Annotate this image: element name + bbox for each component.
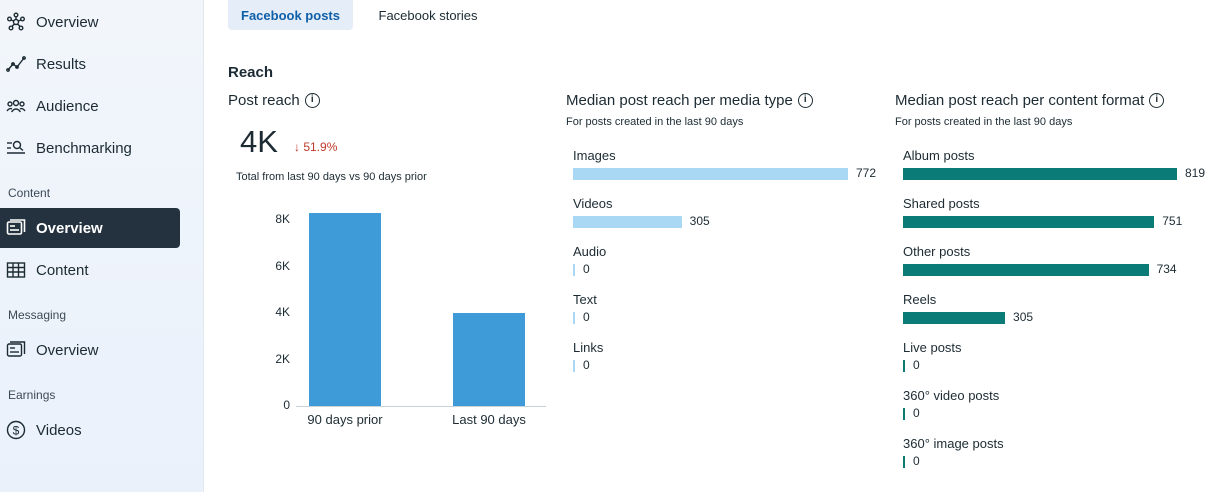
chart-bar[interactable] xyxy=(573,264,575,276)
content-format-subtitle: For posts created in the last 90 days xyxy=(895,116,1073,128)
info-icon[interactable]: i xyxy=(1149,93,1165,108)
bar-value-label: 0 xyxy=(913,454,920,468)
message-icon xyxy=(5,339,27,361)
sidebar-item-label: Results xyxy=(36,55,87,73)
info-icon[interactable]: i xyxy=(304,93,320,108)
post-reach-note: Total from last 90 days vs 90 days prior xyxy=(236,171,427,183)
post-reach-title: Post reach i xyxy=(228,92,320,109)
bar-category-label: Album posts xyxy=(903,148,975,163)
media-type-title: Median post reach per media type i xyxy=(566,92,813,109)
search-list-icon xyxy=(5,137,27,159)
sidebar-item-overview[interactable]: Overview xyxy=(0,2,180,42)
section-label-earnings: Earnings xyxy=(8,388,56,402)
chart-bar[interactable] xyxy=(309,213,381,406)
y-tick-label: 2K xyxy=(275,351,290,366)
bar-value-label: 772 xyxy=(856,166,877,180)
chart-bar[interactable] xyxy=(453,313,525,406)
section-title-reach: Reach xyxy=(228,64,274,81)
sidebar-item-messaging-overview[interactable]: Overview xyxy=(0,330,180,370)
bar-value-label: 305 xyxy=(689,214,710,228)
content-format-title: Median post reach per content format i xyxy=(895,92,1165,109)
sidebar: Overview Results Audience Benchmarking C… xyxy=(0,0,204,492)
sidebar-item-results[interactable]: Results xyxy=(0,44,180,84)
bar-value-label: 0 xyxy=(913,358,920,372)
bar-value-label: 305 xyxy=(1013,310,1034,324)
media-type-subtitle: For posts created in the last 90 days xyxy=(566,116,744,128)
info-icon[interactable]: i xyxy=(797,93,813,108)
bar-value-label: 0 xyxy=(583,262,590,276)
table-icon xyxy=(5,259,27,281)
bar-value-label: 751 xyxy=(1162,214,1183,228)
sidebar-item-label: Benchmarking xyxy=(36,139,132,157)
chart-bar[interactable] xyxy=(903,264,1149,276)
bar-category-label: Reels xyxy=(903,292,937,307)
bar-category-label: 360° video posts xyxy=(903,388,1000,403)
bar-category-label: Shared posts xyxy=(903,196,980,211)
bar-category-label: Other posts xyxy=(903,244,971,259)
chart-bar[interactable] xyxy=(573,360,575,372)
people-icon xyxy=(5,95,27,117)
svg-text:$: $ xyxy=(13,424,20,438)
media-type-title-text: Median post reach per media type xyxy=(566,92,793,109)
x-axis-line xyxy=(296,406,546,407)
chart-bar[interactable] xyxy=(573,216,682,228)
section-label-content: Content xyxy=(8,186,51,200)
post-reach-title-text: Post reach xyxy=(228,92,300,109)
tab-facebook-stories[interactable]: Facebook stories xyxy=(378,7,478,23)
y-tick-label: 4K xyxy=(275,305,290,319)
sidebar-item-label: Overview xyxy=(36,13,99,31)
chart-bar[interactable] xyxy=(573,312,575,324)
chart-bar[interactable] xyxy=(573,168,848,180)
bar-category-label: Live posts xyxy=(903,340,962,355)
y-tick-label: 8K xyxy=(275,212,290,226)
sidebar-item-content[interactable]: Content xyxy=(0,250,180,290)
chart-bar[interactable] xyxy=(903,360,905,372)
trend-icon xyxy=(5,53,27,75)
chart-bar[interactable] xyxy=(903,216,1155,228)
y-tick-label: 6K xyxy=(275,258,290,273)
bar-category-label: Images xyxy=(573,148,616,163)
x-tick-label: 90 days prior xyxy=(307,412,383,427)
bar-category-label: Audio xyxy=(573,244,607,259)
sidebar-item-label: Content xyxy=(36,261,89,279)
sidebar-item-label: Videos xyxy=(36,421,82,439)
sidebar-item-videos[interactable]: $ Videos xyxy=(0,410,180,450)
tab-facebook-posts[interactable]: Facebook posts xyxy=(228,0,353,30)
sidebar-item-content-overview[interactable]: Overview xyxy=(0,208,180,248)
bar-value-label: 0 xyxy=(583,310,590,324)
post-reach-delta: ↓ 51.9% xyxy=(294,140,338,154)
dollar-icon: $ xyxy=(5,419,27,441)
sidebar-item-audience[interactable]: Audience xyxy=(0,86,180,126)
content-format-title-text: Median post reach per content format xyxy=(895,92,1145,109)
post-icon xyxy=(5,217,27,239)
chart-bar[interactable] xyxy=(903,168,1177,180)
chart-bar[interactable] xyxy=(903,408,905,420)
bar-category-label: Text xyxy=(573,292,597,307)
bar-category-label: 360° image posts xyxy=(903,436,1004,451)
post-reach-value: 4K xyxy=(240,124,278,159)
bar-category-label: Links xyxy=(573,340,604,355)
network-icon xyxy=(5,11,27,33)
y-tick-label: 0 xyxy=(283,398,290,412)
chart-bar[interactable] xyxy=(903,456,905,468)
sidebar-item-label: Overview xyxy=(36,341,99,359)
sidebar-item-label: Audience xyxy=(36,97,99,115)
bar-value-label: 734 xyxy=(1156,262,1177,276)
x-tick-label: Last 90 days xyxy=(452,412,526,427)
section-label-messaging: Messaging xyxy=(8,308,67,322)
chart-bar[interactable] xyxy=(903,312,1006,324)
bar-value-label: 0 xyxy=(583,358,590,372)
bar-value-label: 819 xyxy=(1185,166,1206,180)
sidebar-item-benchmarking[interactable]: Benchmarking xyxy=(0,128,180,168)
sidebar-item-label: Overview xyxy=(36,219,103,237)
bar-category-label: Videos xyxy=(573,196,613,211)
bar-value-label: 0 xyxy=(913,406,920,420)
